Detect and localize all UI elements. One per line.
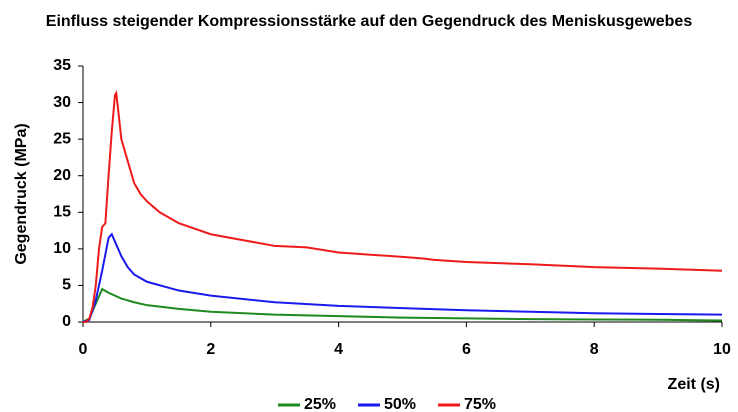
- y-tick-label: 30: [53, 94, 71, 111]
- y-tick-label: 10: [53, 240, 71, 257]
- x-tick-label: 2: [206, 341, 215, 358]
- legend-label: 50%: [384, 396, 416, 412]
- y-tick-label: 35: [53, 57, 71, 74]
- x-tick-label: 4: [334, 341, 343, 358]
- y-tick-label: 5: [62, 277, 71, 294]
- legend-label: 75%: [464, 396, 496, 412]
- x-tick-label: 0: [79, 341, 88, 358]
- line: [82, 232, 723, 323]
- y-tick-label: 15: [53, 204, 71, 221]
- y-tick-label: 25: [53, 130, 71, 147]
- chart-title: Einfluss steigender Kompressionsstärke a…: [46, 13, 693, 30]
- x-tick-label: 10: [713, 341, 731, 358]
- y-axis-label: Gegendruck (MPa): [13, 123, 30, 264]
- y-tick-label: 20: [53, 167, 71, 184]
- x-axis-label: Zeit (s): [668, 376, 720, 393]
- x-tick-label: 6: [462, 341, 471, 358]
- y-tick-label: 0: [62, 313, 71, 330]
- legend-label: 25%: [304, 396, 336, 412]
- line: [82, 287, 723, 323]
- x-tick-label: 8: [590, 341, 599, 358]
- line: [83, 89, 723, 323]
